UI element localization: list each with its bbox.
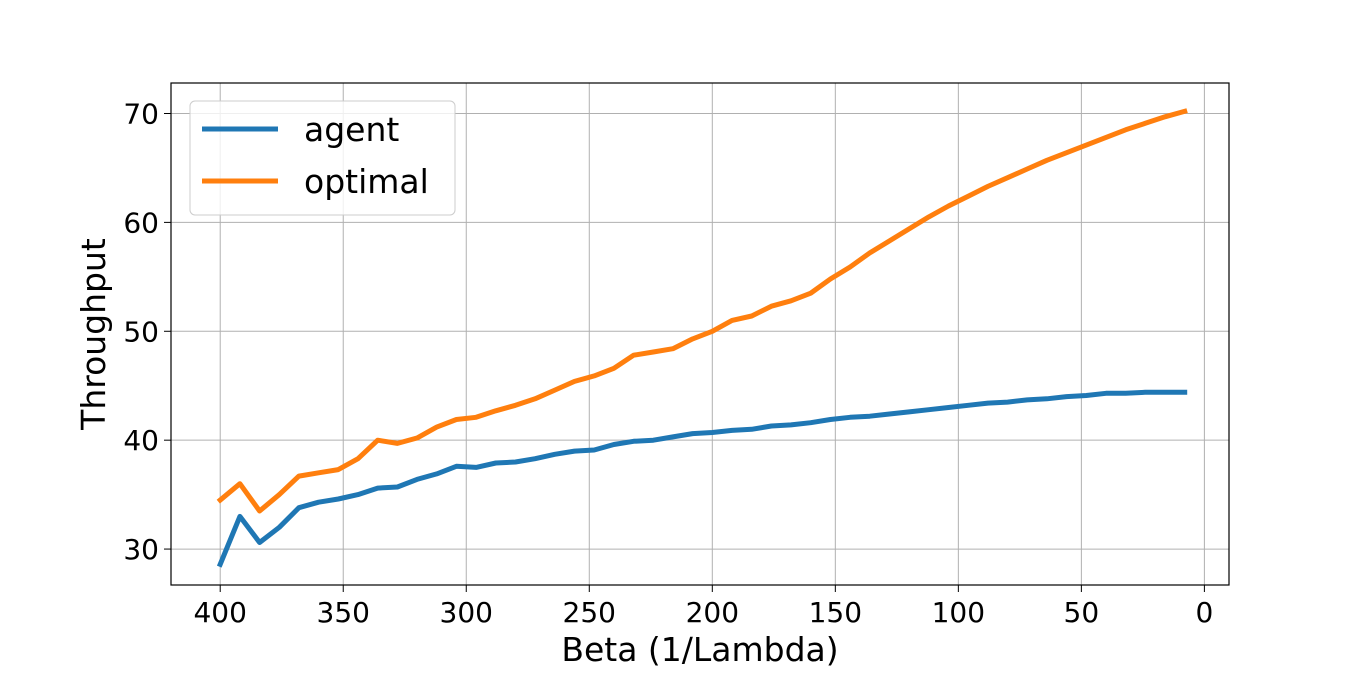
x-tick-label: 150 [809,596,862,629]
y-tick-label: 40 [123,424,159,457]
x-tick-label: 350 [317,596,370,629]
y-tick-label: 30 [123,533,159,566]
y-tick-label: 50 [123,315,159,348]
y-tick-label: 60 [123,206,159,239]
x-tick-label: 0 [1195,596,1213,629]
y-axis-label: Throughput [74,238,113,431]
x-tick-label: 200 [686,596,739,629]
series-line-agent [216,389,1188,568]
legend-label-agent: agent [304,110,399,149]
x-tick-label: 250 [563,596,616,629]
y-axis-ticks: 30 40 50 60 70 [123,97,171,566]
y-tick-label: 70 [123,97,159,130]
legend-label-optimal: optimal [304,162,429,201]
x-axis-ticks: 400 350 300 250 200 150 100 50 0 [193,585,1213,629]
x-axis-label: Beta (1/Lambda) [561,630,838,669]
x-tick-label: 400 [193,596,246,629]
x-tick-label: 300 [440,596,493,629]
series-line-optimal [216,108,1188,514]
x-tick-label: 100 [932,596,985,629]
series-lines [216,108,1188,568]
x-tick-label: 50 [1064,596,1100,629]
grid-lines [171,83,1229,585]
legend: agent optimal [189,100,456,216]
plot-frame [170,82,1230,586]
